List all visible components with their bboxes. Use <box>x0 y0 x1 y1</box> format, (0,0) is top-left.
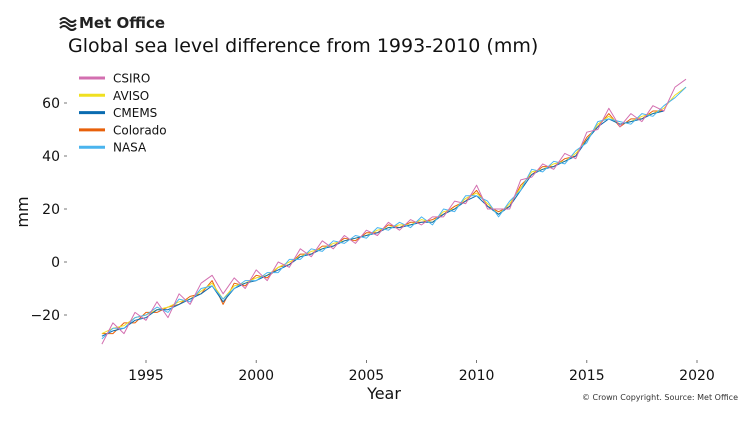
copyright-footer: © Crown Copyright. Source: Met Office <box>582 393 738 402</box>
x-tick-label: 2010 <box>459 368 495 384</box>
y-axis-ticks: −20 0 20 40 60 <box>30 96 67 324</box>
x-tick-label: 1995 <box>128 368 164 384</box>
y-tick-label: 60 <box>42 96 60 112</box>
series-lines <box>101 78 687 345</box>
brand-name: Met Office <box>79 14 165 32</box>
y-tick-label: 40 <box>42 149 60 165</box>
x-tick-label: 2020 <box>679 368 715 384</box>
y-tick-label: 20 <box>42 202 60 218</box>
met-office-wave-icon <box>59 17 77 31</box>
met-office-logo: Met Office <box>59 14 165 32</box>
x-tick-label: 2015 <box>569 368 605 384</box>
legend-label-nasa: NASA <box>113 141 147 155</box>
x-axis-ticks: 1995 2000 2005 2010 2015 2020 <box>128 360 715 384</box>
legend-label-colorado: Colorado <box>113 123 167 137</box>
x-tick-label: 2005 <box>349 368 385 384</box>
legend-label-csiro: CSIRO <box>113 72 150 86</box>
series-line-nasa <box>101 86 687 340</box>
series-line-cmems <box>101 110 665 337</box>
series-line-csiro <box>101 78 687 345</box>
y-tick-label: 0 <box>51 255 60 271</box>
y-axis-label: mm <box>13 196 32 227</box>
legend-label-cmems: CMEMS <box>113 106 157 120</box>
x-axis-label: Year <box>366 384 401 403</box>
x-tick-label: 2000 <box>238 368 274 384</box>
chart-title: Global sea level difference from 1993-20… <box>68 35 538 57</box>
legend: CSIRO AVISO CMEMS Colorado NASA <box>79 72 167 155</box>
legend-label-aviso: AVISO <box>113 89 149 103</box>
y-tick-label: −20 <box>30 308 60 324</box>
